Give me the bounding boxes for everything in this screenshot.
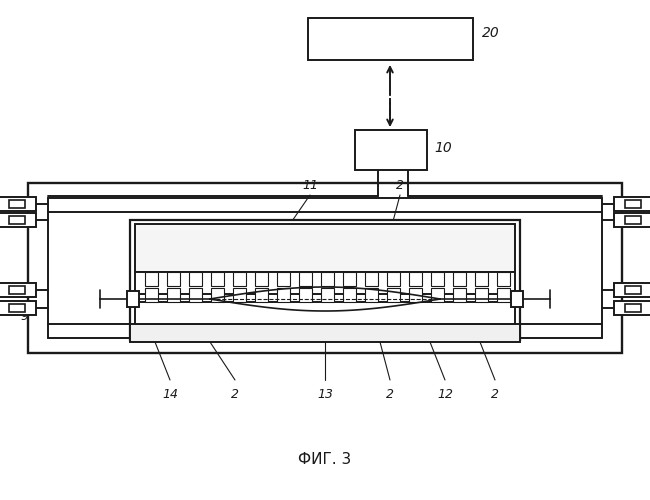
Bar	[0, 197, 36, 211]
Bar	[299, 288, 312, 302]
Bar	[409, 272, 422, 286]
Text: 2: 2	[231, 388, 239, 401]
Text: 13: 13	[317, 388, 333, 401]
Bar	[9, 200, 25, 208]
Bar	[625, 200, 641, 208]
Bar	[365, 272, 378, 286]
Bar	[233, 288, 246, 302]
Text: 2: 2	[386, 388, 394, 401]
Bar	[308, 18, 473, 60]
Bar	[321, 288, 334, 302]
Bar	[277, 288, 290, 302]
Bar	[343, 288, 356, 302]
Bar	[277, 272, 290, 286]
Bar	[497, 272, 510, 286]
Bar	[299, 272, 312, 286]
Text: 9: 9	[20, 310, 28, 322]
Bar	[355, 130, 427, 170]
Bar	[9, 286, 25, 294]
Bar	[475, 272, 488, 286]
Bar	[211, 272, 224, 286]
Bar	[387, 288, 400, 302]
Text: 12: 12	[437, 388, 453, 401]
Bar	[145, 272, 158, 286]
Bar	[475, 288, 488, 302]
Bar	[625, 216, 641, 224]
Bar	[135, 224, 515, 272]
Bar	[135, 272, 515, 294]
Bar	[127, 291, 139, 307]
Bar	[431, 288, 444, 302]
Bar	[189, 288, 202, 302]
Text: 11: 11	[302, 179, 318, 192]
Bar	[130, 220, 520, 340]
Bar	[130, 324, 520, 342]
Bar	[233, 272, 246, 286]
Bar	[511, 291, 523, 307]
Bar	[9, 216, 25, 224]
Bar	[145, 288, 158, 302]
Bar	[409, 288, 422, 302]
Bar	[255, 288, 268, 302]
Text: 2: 2	[396, 179, 404, 192]
Text: 10: 10	[434, 141, 452, 155]
Bar	[625, 304, 641, 312]
Bar	[167, 288, 180, 302]
Bar	[9, 304, 25, 312]
Text: 20: 20	[482, 26, 500, 40]
Bar	[189, 272, 202, 286]
Bar	[614, 283, 650, 297]
Bar	[453, 272, 466, 286]
Bar	[431, 272, 444, 286]
Bar	[387, 272, 400, 286]
Bar	[614, 213, 650, 227]
Bar	[0, 283, 36, 297]
Bar	[0, 301, 36, 315]
Bar	[167, 272, 180, 286]
Text: 14: 14	[162, 388, 178, 401]
Bar	[255, 272, 268, 286]
Bar	[365, 288, 378, 302]
Bar	[321, 272, 334, 286]
Bar	[28, 183, 622, 353]
Text: 2: 2	[491, 388, 499, 401]
Bar	[453, 288, 466, 302]
Bar	[0, 213, 36, 227]
Text: ФИГ. 3: ФИГ. 3	[298, 452, 352, 468]
Bar	[614, 197, 650, 211]
Bar	[211, 288, 224, 302]
Bar	[343, 272, 356, 286]
Bar	[497, 288, 510, 302]
Bar	[614, 301, 650, 315]
Bar	[625, 286, 641, 294]
Bar	[135, 302, 515, 324]
Bar	[48, 198, 602, 338]
